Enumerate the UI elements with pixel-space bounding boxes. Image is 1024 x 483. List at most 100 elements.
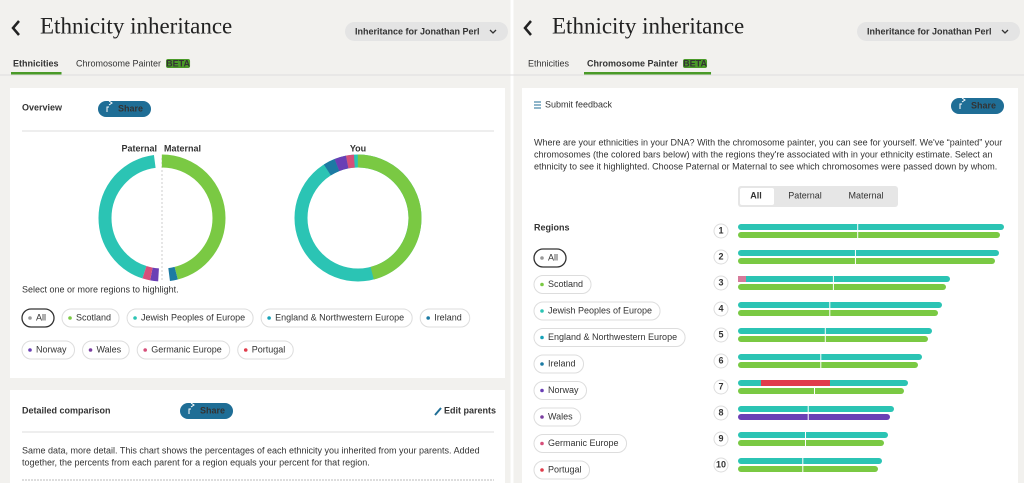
share-button[interactable]: Share <box>971 100 996 110</box>
region-label[interactable]: Norway <box>548 385 579 395</box>
tab[interactable]: Ethnicities <box>528 58 570 68</box>
donut-label: Maternal <box>164 143 201 153</box>
beta-badge <box>683 59 708 68</box>
chromosome-bar <box>738 440 884 446</box>
region-dot <box>540 282 544 287</box>
region-chip[interactable] <box>533 354 585 374</box>
chromosome-number: 9 <box>718 433 723 443</box>
region-label[interactable]: Ireland <box>434 312 462 322</box>
region-label[interactable]: Germanic Europe <box>151 344 222 354</box>
chromosome-bar <box>738 232 1000 238</box>
section-title: Overview <box>22 102 63 112</box>
chromosome-number: 1 <box>718 225 723 235</box>
chromosome-bar <box>738 458 882 464</box>
donut-label: Paternal <box>121 143 157 153</box>
region-label[interactable]: All <box>548 252 558 262</box>
region-chip[interactable] <box>533 275 592 294</box>
description: ethnicity to see it highlighted. Choose … <box>534 161 997 171</box>
region-chip[interactable] <box>419 308 471 328</box>
chromosome-bar <box>738 466 878 472</box>
region-label[interactable]: Scotland <box>76 312 111 322</box>
share-button-bg[interactable] <box>951 98 1005 114</box>
share-button-bg[interactable] <box>180 403 234 419</box>
segment[interactable]: Maternal <box>848 190 883 200</box>
region-chip[interactable] <box>21 308 55 328</box>
segment[interactable]: Paternal <box>788 190 822 200</box>
region-dot <box>540 256 544 260</box>
region-label[interactable]: Scotland <box>548 279 583 289</box>
region-label[interactable]: Portugal <box>548 464 582 474</box>
region-label[interactable]: Portugal <box>252 344 286 354</box>
region-label[interactable]: Wales <box>97 344 122 354</box>
region-dot <box>28 316 32 320</box>
donut-label: You <box>350 143 366 153</box>
beta-label: BETA <box>683 58 707 68</box>
dropdown-label[interactable]: Inheritance for Jonathan Perl <box>867 26 992 36</box>
region-chip[interactable] <box>237 340 294 360</box>
paternal-arc <box>98 154 226 282</box>
region-dot <box>88 348 93 352</box>
edit-parents[interactable]: Edit parents <box>444 405 496 415</box>
chromosome-number: 10 <box>716 459 726 469</box>
chromosome-badge <box>713 249 729 265</box>
segment <box>738 276 746 282</box>
region-label[interactable]: Germanic Europe <box>548 438 619 448</box>
chromosome-bar <box>738 302 942 308</box>
region-label[interactable]: Wales <box>548 411 573 421</box>
region-dot <box>540 441 544 446</box>
chromosome-number: 2 <box>718 251 723 261</box>
inheritance-dropdown[interactable] <box>857 22 1020 41</box>
segment <box>761 380 830 386</box>
region-chip[interactable] <box>533 460 591 480</box>
chromosome-bar <box>738 414 890 420</box>
inheritance-dropdown[interactable] <box>345 22 508 41</box>
region-label[interactable]: Jewish Peoples of Europe <box>548 305 652 315</box>
tab[interactable]: Ethnicities <box>13 58 59 68</box>
chromosome-badge <box>713 275 729 291</box>
region-chip[interactable] <box>126 308 254 328</box>
share-button[interactable]: Share <box>200 405 225 415</box>
overview-card <box>10 88 505 378</box>
region-chip[interactable] <box>21 340 76 360</box>
region-label[interactable]: Norway <box>36 344 67 354</box>
region-chip[interactable] <box>260 308 413 328</box>
region-chip[interactable] <box>533 301 661 321</box>
region-chip[interactable] <box>136 340 231 360</box>
dropdown-label[interactable]: Inheritance for Jonathan Perl <box>355 26 480 36</box>
chromosome-badge <box>713 457 729 473</box>
chromosome-badge <box>713 379 729 395</box>
chevron <box>1001 29 1009 34</box>
section-title: Detailed comparison <box>22 405 111 415</box>
region-chip[interactable] <box>533 407 582 427</box>
share-button[interactable]: Share <box>118 103 143 113</box>
chromosome-bar <box>738 362 918 368</box>
share-icon <box>106 100 113 112</box>
region-label[interactable]: All <box>36 312 46 322</box>
feedback-icon <box>534 101 541 109</box>
tab[interactable]: Chromosome Painter <box>76 58 161 68</box>
share-icon <box>959 97 966 109</box>
region-chip[interactable] <box>82 340 130 360</box>
segment-selected <box>740 188 774 205</box>
back-arrow[interactable] <box>11 20 20 36</box>
region-dot <box>133 316 137 320</box>
region-chip[interactable] <box>533 248 567 268</box>
region-label[interactable]: England & Northwestern Europe <box>548 332 677 342</box>
chromosome-bar <box>738 388 904 394</box>
back-arrow[interactable] <box>523 20 532 36</box>
tab[interactable]: Chromosome Painter <box>587 58 679 68</box>
region-label[interactable]: Jewish Peoples of Europe <box>141 312 245 322</box>
chromosome-bar <box>738 432 888 438</box>
chromosome-bar <box>738 284 946 290</box>
region-chip[interactable] <box>533 434 628 453</box>
region-label[interactable]: Ireland <box>548 358 576 368</box>
region-chip[interactable] <box>533 328 686 347</box>
tab-underline <box>11 72 62 75</box>
region-label[interactable]: England & Northwestern Europe <box>275 312 404 322</box>
segment[interactable]: All <box>750 190 762 200</box>
share-button-bg[interactable] <box>98 101 152 117</box>
region-chip[interactable] <box>61 308 120 328</box>
region-chip[interactable] <box>533 381 588 400</box>
submit-feedback[interactable]: Submit feedback <box>545 99 613 109</box>
